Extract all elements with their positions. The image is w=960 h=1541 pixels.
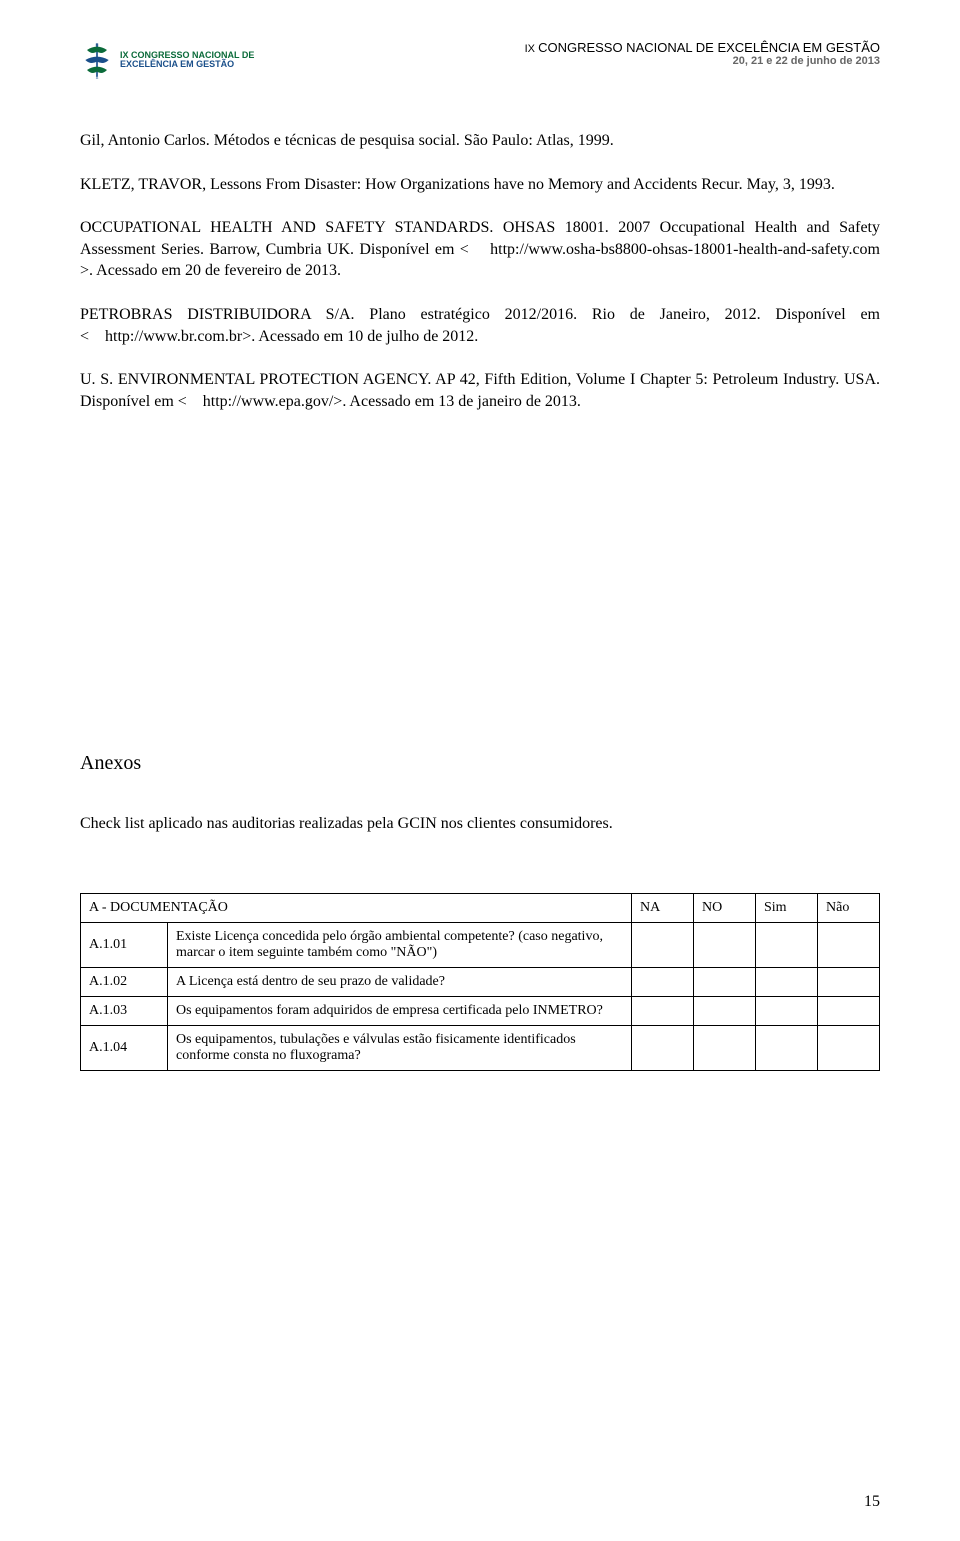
logo-line-2: EXCELÊNCIA EM GESTÃO [120, 60, 254, 69]
cell-no [694, 923, 756, 968]
svg-text:N: N [95, 43, 98, 48]
table-row: A.1.04 Os equipamentos, tubulações e vál… [81, 1026, 880, 1071]
cell-nao [818, 923, 880, 968]
cell-sim [756, 968, 818, 997]
reference-item: KLETZ, TRAVOR, Lessons From Disaster: Ho… [80, 174, 880, 196]
cell-nao [818, 968, 880, 997]
congress-logo-icon: N S [80, 40, 114, 80]
anexos-description: Check list aplicado nas auditorias reali… [80, 815, 880, 833]
col-header-nao: Não [818, 894, 880, 923]
logo-text: IX CONGRESSO NACIONAL DE EXCELÊNCIA EM G… [120, 51, 254, 69]
table-row: A.1.03 Os equipamentos foram adquiridos … [81, 997, 880, 1026]
row-text: Existe Licença concedida pelo órgão ambi… [168, 923, 632, 968]
reference-item: Gil, Antonio Carlos. Métodos e técnicas … [80, 130, 880, 152]
row-code: A.1.03 [81, 997, 168, 1026]
col-header-sim: Sim [756, 894, 818, 923]
cell-na [632, 1026, 694, 1071]
cell-no [694, 968, 756, 997]
header-title: IX CONGRESSO NACIONAL DE EXCELÊNCIA EM G… [525, 40, 880, 55]
reference-item: PETROBRAS DISTRIBUIDORA S/A. Plano estra… [80, 304, 880, 347]
table-row: A.1.01 Existe Licença concedida pelo órg… [81, 923, 880, 968]
section-label: A - DOCUMENTAÇÃO [81, 894, 632, 923]
row-text: Os equipamentos foram adquiridos de empr… [168, 997, 632, 1026]
cell-nao [818, 1026, 880, 1071]
cell-no [694, 997, 756, 1026]
cell-sim [756, 923, 818, 968]
page-number: 15 [864, 1493, 880, 1511]
cell-na [632, 997, 694, 1026]
reference-item: OCCUPATIONAL HEALTH AND SAFETY STANDARDS… [80, 217, 880, 282]
svg-text:S: S [96, 75, 99, 80]
header-right: IX CONGRESSO NACIONAL DE EXCELÊNCIA EM G… [525, 40, 880, 67]
row-code: A.1.04 [81, 1026, 168, 1071]
cell-na [632, 923, 694, 968]
row-text: Os equipamentos, tubulações e válvulas e… [168, 1026, 632, 1071]
checklist-table: A - DOCUMENTAÇÃO NA NO Sim Não A.1.01 Ex… [80, 893, 880, 1071]
row-code: A.1.01 [81, 923, 168, 968]
header-title-text: CONGRESSO NACIONAL DE EXCELÊNCIA EM GEST… [538, 40, 880, 55]
cell-sim [756, 1026, 818, 1071]
cell-nao [818, 997, 880, 1026]
logo-block: N S IX CONGRESSO NACIONAL DE EXCELÊNCIA … [80, 40, 254, 80]
row-text: A Licença está dentro de seu prazo de va… [168, 968, 632, 997]
anexos-heading: Anexos [80, 752, 880, 775]
col-header-no: NO [694, 894, 756, 923]
col-header-na: NA [632, 894, 694, 923]
cell-na [632, 968, 694, 997]
reference-item: U. S. ENVIRONMENTAL PROTECTION AGENCY. A… [80, 369, 880, 412]
cell-no [694, 1026, 756, 1071]
header-title-prefix: IX [525, 43, 538, 55]
row-code: A.1.02 [81, 968, 168, 997]
page-header: N S IX CONGRESSO NACIONAL DE EXCELÊNCIA … [80, 40, 880, 80]
cell-sim [756, 997, 818, 1026]
table-row: A.1.02 A Licença está dentro de seu praz… [81, 968, 880, 997]
table-section-row: A - DOCUMENTAÇÃO NA NO Sim Não [81, 894, 880, 923]
header-date: 20, 21 e 22 de junho de 2013 [525, 55, 880, 67]
